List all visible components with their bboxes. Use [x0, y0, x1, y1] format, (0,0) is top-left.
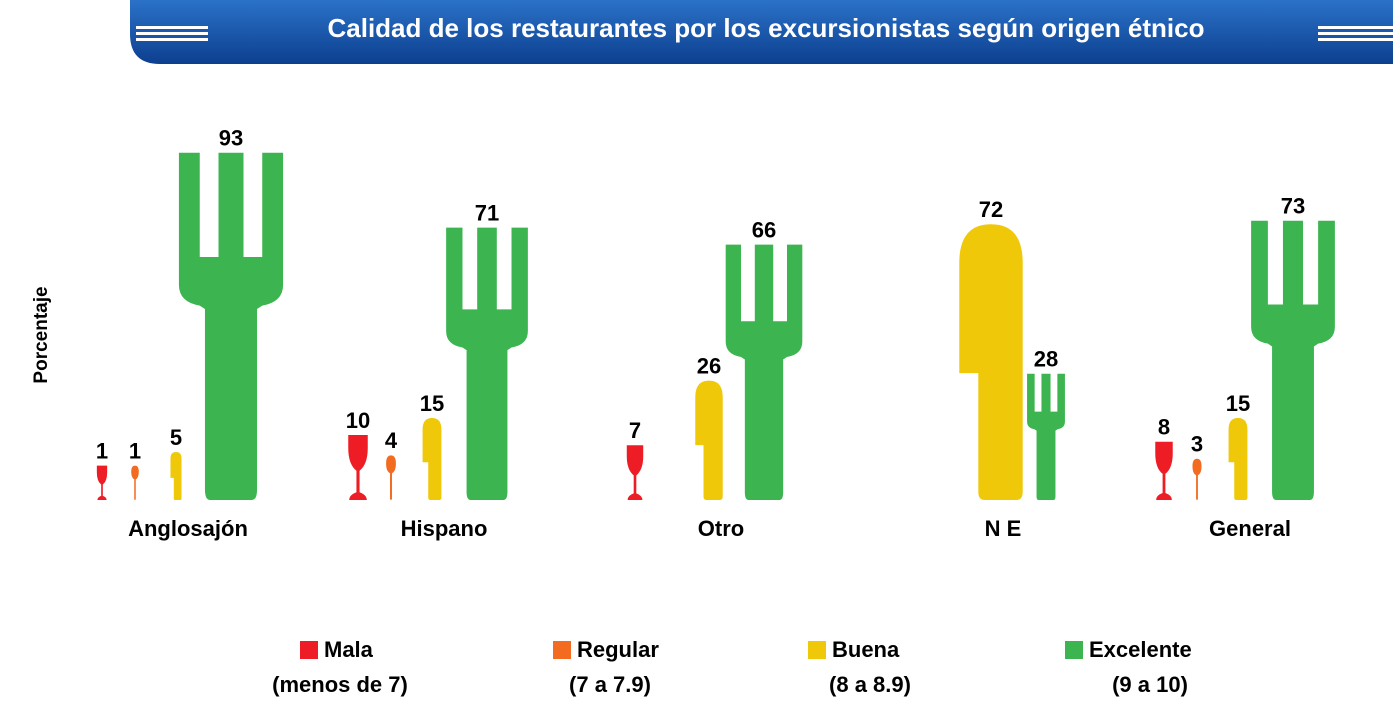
- legend-label: Regular: [577, 637, 659, 662]
- legend-swatch: [1065, 641, 1083, 659]
- legend-range: (menos de 7): [272, 672, 408, 697]
- icon-knife: [959, 224, 1023, 500]
- value-label: 8: [1158, 415, 1170, 440]
- icon-fork: [725, 244, 803, 500]
- value-label: 72: [979, 197, 1003, 222]
- icon-spoon: [1192, 458, 1202, 500]
- title-banner: [130, 0, 1393, 64]
- icon-spoon: [386, 455, 396, 500]
- value-label: 5: [170, 425, 182, 450]
- value-label: 66: [752, 217, 776, 242]
- legend-range: (8 a 8.9): [829, 672, 911, 697]
- x-tick-label: General: [1209, 516, 1291, 541]
- x-tick-label: Anglosajón: [128, 516, 248, 541]
- icon-glass: [96, 465, 108, 500]
- value-label: 1: [129, 438, 141, 463]
- legend-range: (9 a 10): [1112, 672, 1188, 697]
- icon-fork: [1251, 220, 1335, 501]
- value-label: 93: [219, 126, 243, 151]
- icon-knife: [170, 452, 182, 500]
- value-label: 1: [96, 438, 108, 463]
- icon-knife: [422, 418, 442, 500]
- value-label: 73: [1281, 194, 1305, 219]
- chart-title: Calidad de los restaurantes por los excu…: [327, 13, 1204, 43]
- legend-label: Buena: [832, 637, 900, 662]
- legend-label: Mala: [324, 637, 374, 662]
- icon-fork: [1027, 373, 1065, 500]
- x-tick-label: N E: [985, 516, 1022, 541]
- icon-glass: [348, 435, 368, 500]
- icon-glass: [1155, 441, 1173, 500]
- legend-range: (7 a 7.9): [569, 672, 651, 697]
- value-label: 15: [1226, 391, 1250, 416]
- value-label: 4: [385, 428, 398, 453]
- value-label: 10: [346, 408, 370, 433]
- value-label: 28: [1034, 347, 1058, 372]
- x-tick-label: Hispano: [401, 516, 488, 541]
- value-label: 26: [697, 353, 721, 378]
- y-axis-label: Porcentaje: [31, 286, 52, 383]
- value-label: 7: [629, 418, 641, 443]
- legend-label: Excelente: [1089, 637, 1192, 662]
- legend-swatch: [300, 641, 318, 659]
- x-tick-label: Otro: [698, 516, 744, 541]
- icon-fork: [178, 152, 284, 501]
- icon-spoon: [131, 465, 139, 500]
- legend-swatch: [808, 641, 826, 659]
- value-label: 3: [1191, 432, 1203, 457]
- icon-fork: [446, 227, 528, 500]
- value-label: 15: [420, 391, 444, 416]
- icon-knife: [695, 380, 723, 500]
- value-label: 71: [475, 200, 499, 225]
- icon-knife: [1228, 418, 1248, 500]
- legend-swatch: [553, 641, 571, 659]
- icon-glass: [626, 445, 644, 501]
